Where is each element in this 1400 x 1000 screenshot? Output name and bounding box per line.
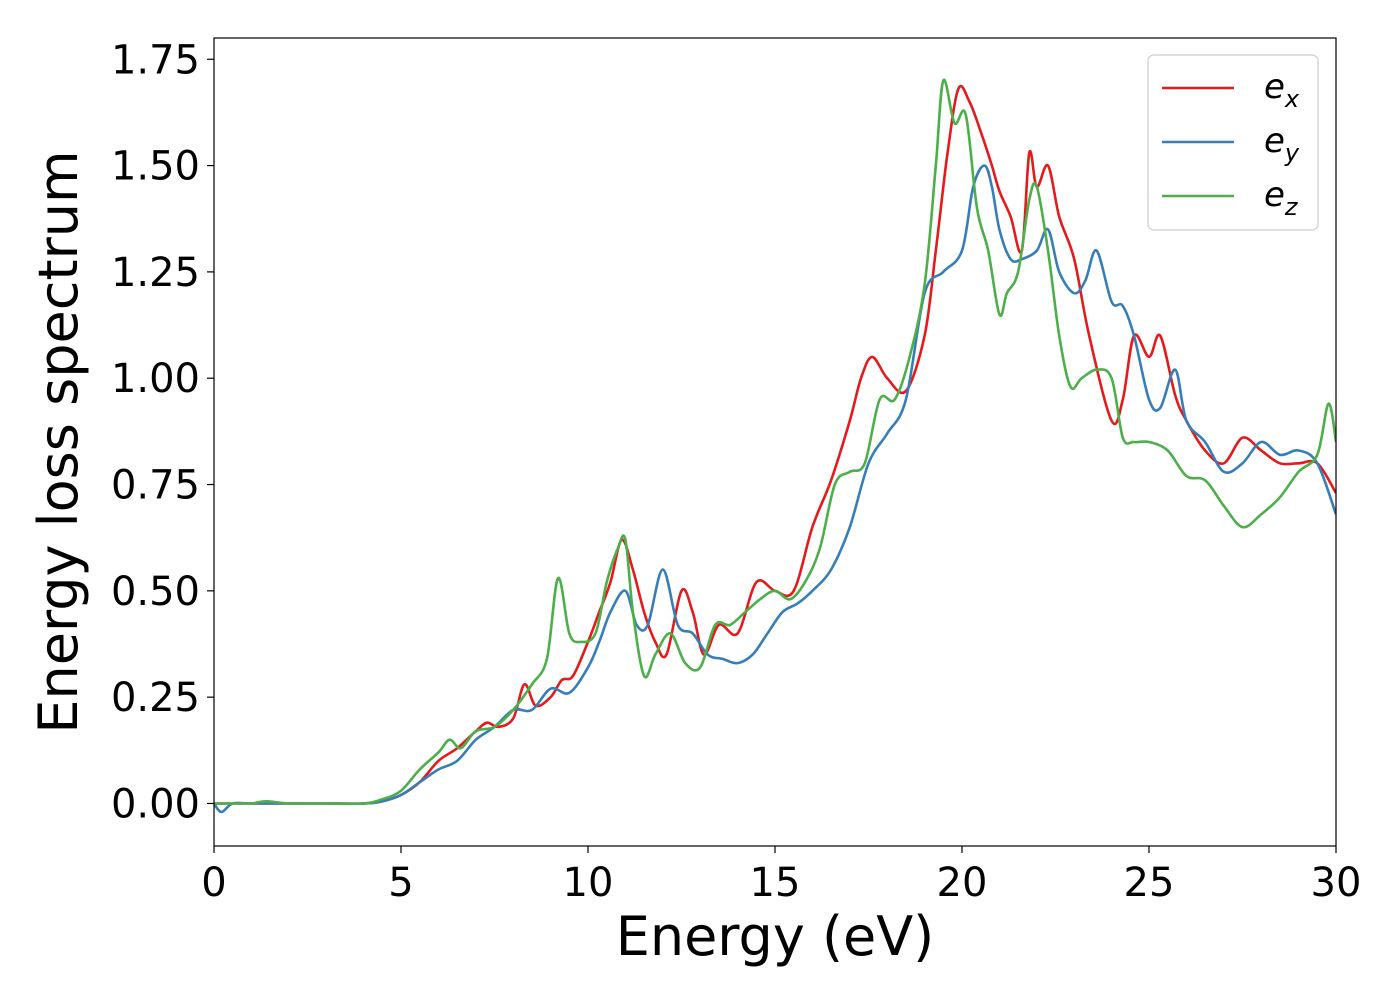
x-tick-label: 15: [750, 860, 801, 906]
x-tick-label: 20: [937, 860, 988, 906]
x-axis-title: Energy (eV): [616, 905, 935, 968]
y-tick-label: 0.00: [111, 781, 200, 827]
legend-label-base: e: [1264, 67, 1285, 107]
legend-label-base: e: [1264, 121, 1285, 161]
y-tick-label: 0.75: [111, 463, 200, 509]
legend-label-base: e: [1264, 175, 1285, 215]
x-tick-label: 30: [1311, 860, 1362, 906]
y-tick-label: 1.75: [111, 37, 200, 83]
x-tick-label: 5: [388, 860, 413, 906]
legend-label-ez: ez: [1264, 175, 1299, 221]
legend-label-ey: ey: [1264, 121, 1300, 167]
legend-label-subscript: x: [1284, 85, 1300, 113]
x-tick-label: 0: [201, 860, 226, 906]
x-tick-label: 25: [1124, 860, 1175, 906]
y-axis-title: Energy loss spectrum: [27, 150, 90, 733]
ticks-layer: 0 5 10 15 20 25 30 0.00 0.25 0.50 0.75 1.00 1.25 1.50…: [111, 37, 1362, 906]
series-line-ez: [214, 78, 1336, 806]
y-tick-label: 1.50: [111, 144, 200, 190]
legend-label-subscript: y: [1284, 139, 1300, 167]
series-line-ex: [214, 84, 1336, 805]
y-tick-label: 0.25: [111, 675, 200, 721]
x-tick-label: 10: [563, 860, 614, 906]
legend-label-subscript: z: [1284, 193, 1299, 221]
series-layer: [214, 78, 1336, 814]
y-tick-label: 1.00: [111, 356, 200, 402]
y-tick-label: 1.25: [111, 250, 200, 296]
y-tick-label: 0.50: [111, 569, 200, 615]
series-line-ey: [214, 164, 1336, 814]
legend-label-ex: ex: [1264, 67, 1300, 113]
